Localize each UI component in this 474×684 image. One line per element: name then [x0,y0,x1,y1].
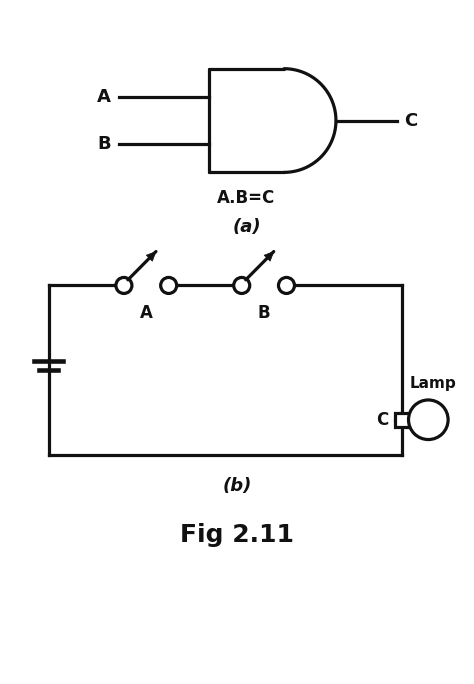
Text: A.B=C: A.B=C [217,189,275,207]
Circle shape [161,278,177,293]
Text: (a): (a) [232,218,261,235]
Text: B: B [258,304,270,322]
Text: A: A [140,304,153,322]
Polygon shape [146,252,156,261]
Circle shape [234,278,250,293]
Bar [395,412,409,427]
Circle shape [409,400,448,440]
Text: B: B [97,135,111,153]
Circle shape [116,278,132,293]
Text: Fig 2.11: Fig 2.11 [180,523,294,547]
Text: (b): (b) [222,477,252,495]
Text: Lamp: Lamp [410,376,456,391]
Text: C: C [376,411,388,429]
Circle shape [278,278,294,293]
Text: A: A [97,88,111,106]
Polygon shape [264,252,274,261]
Text: C: C [404,111,418,129]
